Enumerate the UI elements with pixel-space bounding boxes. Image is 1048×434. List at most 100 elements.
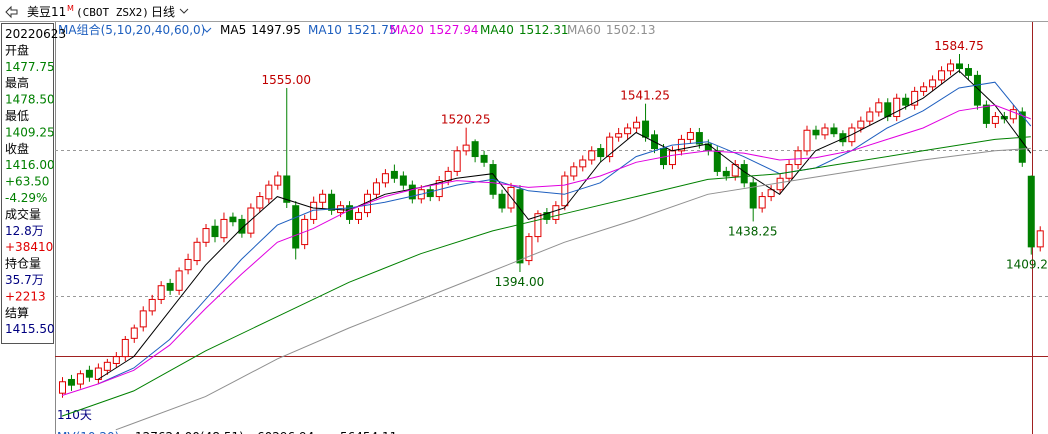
legend-name: MA5: [220, 23, 246, 37]
chevron[interactable]: [179, 8, 189, 14]
candle-body: [606, 136, 614, 158]
ma-line: [61, 104, 1031, 396]
candle-body: [480, 154, 488, 163]
info-item: 20220623: [5, 27, 66, 41]
price-annotation: 1555.00: [261, 73, 311, 87]
candle-body: [453, 150, 461, 172]
candle-body: [444, 170, 452, 182]
candle-body: [624, 127, 632, 135]
candle-body: [498, 193, 506, 209]
candle-body: [103, 361, 111, 371]
ma-line: [97, 81, 1032, 385]
candle-body: [767, 189, 775, 198]
info-item: +63.50: [5, 175, 49, 189]
candle-body: [776, 177, 784, 191]
candle-body: [588, 150, 596, 161]
legend-name: MA40: [480, 23, 514, 37]
candle-body: [884, 102, 892, 118]
info-item: 最低: [5, 109, 29, 123]
candle-body: [561, 175, 569, 207]
candle-body: [202, 228, 210, 243]
legend-value: 1497.95: [251, 23, 301, 37]
price-annotation: 1438.25: [728, 224, 778, 238]
candle-body: [929, 79, 937, 88]
period[interactable]: 日线: [151, 5, 175, 19]
info-item: -4.29%: [5, 191, 47, 205]
legend-value: 1512.31: [519, 23, 569, 37]
ma-line: [61, 136, 1031, 417]
legend-name: MA20: [390, 23, 424, 37]
candle-body: [642, 120, 650, 138]
legend-entry: MA40 1512.31: [480, 23, 568, 37]
code: (CBOT ZSX2): [76, 6, 149, 19]
info-item: 1477.75: [5, 60, 55, 74]
indicator-readout: 56454.11: [340, 430, 397, 434]
candle-body: [722, 170, 730, 177]
legend-value: 1527.94: [429, 23, 479, 37]
candle-body: [866, 111, 874, 122]
candle-body: [570, 166, 578, 177]
info-item: 12.8万: [5, 224, 44, 238]
candle-body: [265, 184, 273, 200]
candle-body: [911, 90, 919, 106]
candle-body: [471, 141, 479, 158]
candle-body: [1036, 230, 1044, 248]
indicator-readout: 127624.00(48:51): [135, 430, 244, 434]
info-item: 持仓量: [5, 256, 41, 271]
info-item: +2213: [5, 289, 46, 303]
candle-body: [668, 150, 676, 166]
chevron[interactable]: [202, 27, 212, 33]
info-item: +38410: [5, 240, 53, 254]
legend-name: MA10: [308, 23, 342, 37]
legend-value: 1502.13: [606, 23, 656, 37]
candle-body: [803, 129, 811, 152]
legend-entry: MA10 1521.75: [308, 23, 396, 37]
candle-body: [399, 175, 407, 186]
candle-body: [579, 159, 587, 168]
ma-line: [115, 147, 1031, 431]
candle-body: [1027, 175, 1035, 248]
candle-body: [902, 97, 910, 106]
candle-body: [956, 63, 963, 70]
candle-body: [274, 175, 282, 186]
candle-body: [516, 189, 524, 264]
candle-body: [695, 132, 703, 145]
price-annotation: 1584.75: [934, 39, 984, 53]
ma-group[interactable]: MA组合(5,10,20,40,60,0): [58, 22, 205, 37]
candle-body: [973, 74, 981, 106]
candle-body: [426, 189, 434, 198]
candle-body: [139, 310, 147, 328]
indicator-readout: MV(10,20): [57, 430, 119, 434]
candle-body: [982, 104, 990, 124]
candle-body: [920, 86, 928, 92]
candle-body: [130, 327, 138, 339]
candle-body: [328, 193, 336, 211]
candle-body: [346, 205, 354, 220]
candle-body: [677, 138, 685, 152]
plot: 1555.00 1520.25 1541.25 1584.75 1394.00 1438.…: [59, 39, 1048, 431]
info-item: 1415.50: [5, 322, 55, 336]
info-panel-border: [1, 23, 54, 344]
switch-icon[interactable]: [5, 5, 18, 19]
candle-body: [991, 116, 999, 124]
candle-body: [59, 381, 66, 394]
candle-body: [938, 70, 946, 81]
candle-body: [372, 182, 380, 195]
info-item: 成交量: [5, 206, 41, 221]
legend-entry: MA20 1527.94: [390, 23, 478, 37]
candle-body: [543, 212, 551, 220]
candle-body: [749, 182, 757, 209]
candle-body: [857, 120, 865, 129]
candle-body: [964, 68, 972, 76]
candle-body: [193, 241, 201, 262]
info-item: 结算: [5, 305, 29, 320]
candle-body: [85, 369, 93, 378]
info-item: 35.7万: [5, 273, 44, 287]
price-annotation: 1520.25: [441, 113, 491, 127]
info-item: 最高: [5, 75, 29, 90]
candle-body: [184, 258, 192, 271]
symbol[interactable]: 美豆11: [27, 5, 66, 19]
